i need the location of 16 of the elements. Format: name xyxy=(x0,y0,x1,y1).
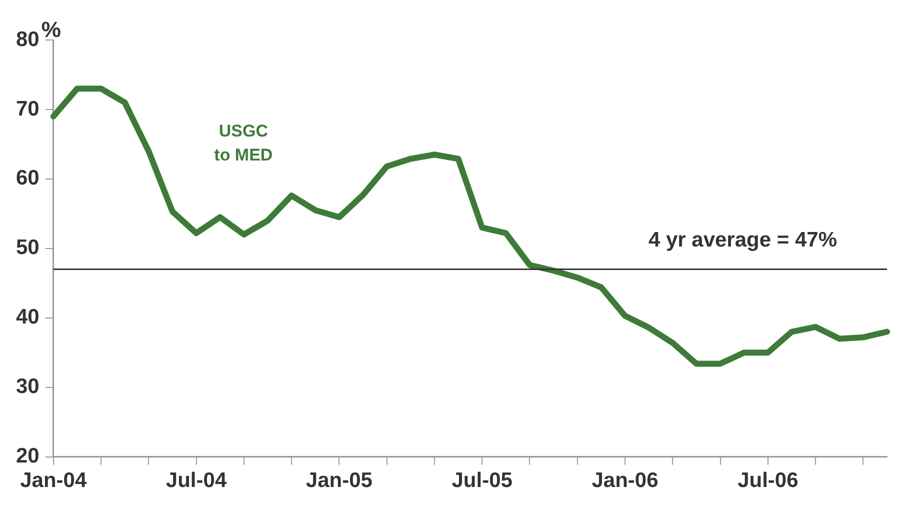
y-tick-label: 50 xyxy=(16,236,40,260)
x-tick-label: Jan-05 xyxy=(306,469,373,492)
y-axis-title: % xyxy=(41,17,61,42)
x-tick-label: Jan-06 xyxy=(592,469,658,492)
y-tick-label: 40 xyxy=(16,306,40,329)
ref-line-label: 4 yr average = 47% xyxy=(648,228,838,252)
y-tick-label: 20 xyxy=(16,444,40,468)
y-tick-label: 80 xyxy=(16,28,40,51)
y-tick-label: 70 xyxy=(16,97,40,120)
text: USGC to MED xyxy=(214,121,273,164)
y-tick-label: 30 xyxy=(16,375,40,398)
x-tick-label: Jul-04 xyxy=(166,469,227,492)
x-tick-label: Jul-06 xyxy=(738,469,798,492)
x-tick-label: Jul-05 xyxy=(452,469,513,492)
y-tick-label: 60 xyxy=(16,166,40,190)
x-tick-label: Jan-04 xyxy=(20,469,87,492)
